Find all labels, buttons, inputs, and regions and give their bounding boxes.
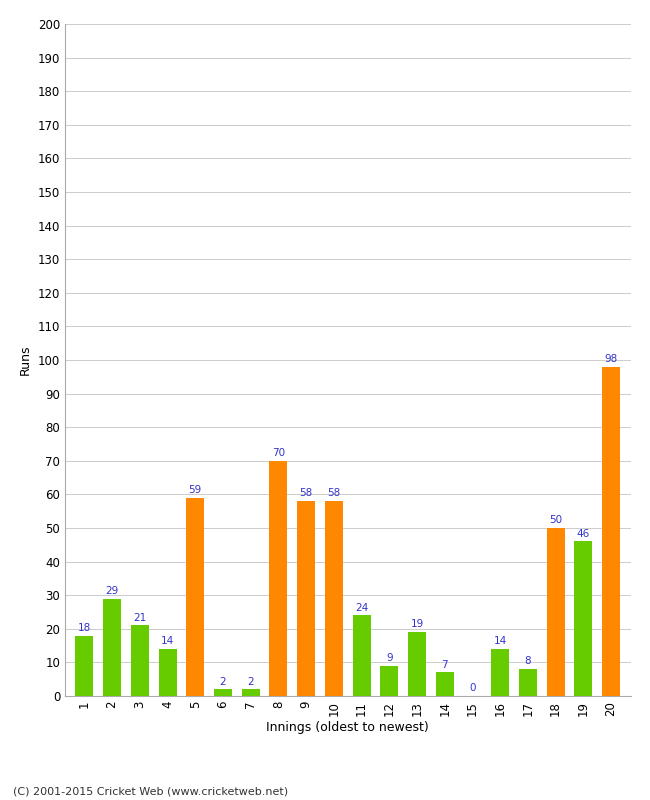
Bar	[408, 632, 426, 696]
Text: 21: 21	[133, 613, 146, 622]
Bar	[297, 501, 315, 696]
Text: 14: 14	[493, 636, 507, 646]
Text: 19: 19	[410, 619, 424, 630]
Text: 0: 0	[469, 683, 476, 694]
Text: 58: 58	[300, 489, 313, 498]
Bar	[103, 598, 121, 696]
Text: 14: 14	[161, 636, 174, 646]
Bar	[575, 542, 592, 696]
Text: 2: 2	[220, 677, 226, 686]
Bar	[214, 690, 232, 696]
Text: 46: 46	[577, 529, 590, 538]
Bar	[547, 528, 565, 696]
Bar	[436, 673, 454, 696]
Text: 18: 18	[78, 623, 91, 633]
Bar	[187, 498, 204, 696]
Bar	[270, 461, 287, 696]
X-axis label: Innings (oldest to newest): Innings (oldest to newest)	[266, 722, 429, 734]
Text: 98: 98	[604, 354, 617, 364]
Bar	[352, 615, 370, 696]
Text: 9: 9	[386, 653, 393, 663]
Bar	[325, 501, 343, 696]
Bar	[491, 649, 509, 696]
Text: 59: 59	[188, 485, 202, 495]
Text: 70: 70	[272, 448, 285, 458]
Text: 50: 50	[549, 515, 562, 526]
Text: 2: 2	[248, 677, 254, 686]
Bar	[242, 690, 260, 696]
Text: 24: 24	[355, 602, 369, 613]
Bar	[131, 626, 149, 696]
Bar	[519, 669, 537, 696]
Text: (C) 2001-2015 Cricket Web (www.cricketweb.net): (C) 2001-2015 Cricket Web (www.cricketwe…	[13, 786, 288, 796]
Bar	[602, 366, 620, 696]
Text: 7: 7	[441, 660, 448, 670]
Bar	[380, 666, 398, 696]
Bar	[159, 649, 177, 696]
Text: 58: 58	[327, 489, 341, 498]
Text: 29: 29	[105, 586, 119, 596]
Text: 8: 8	[525, 657, 531, 666]
Bar	[75, 635, 94, 696]
Y-axis label: Runs: Runs	[20, 345, 32, 375]
